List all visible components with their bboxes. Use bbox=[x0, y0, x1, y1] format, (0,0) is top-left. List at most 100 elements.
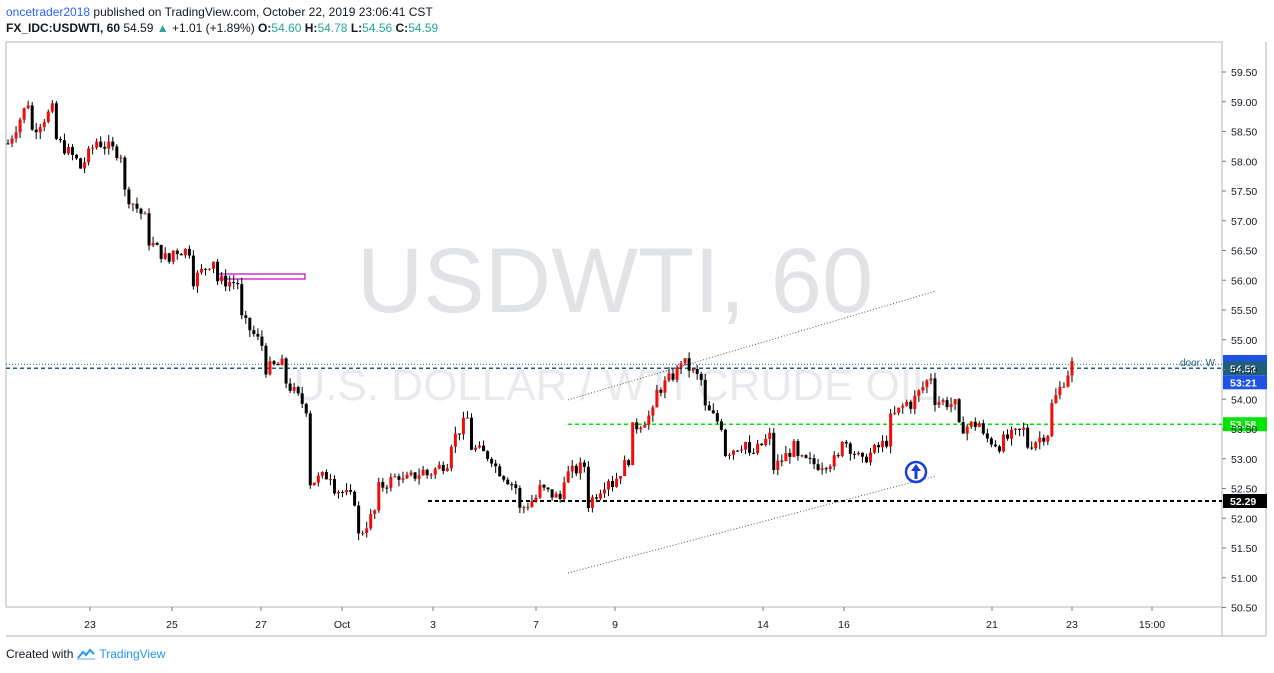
candle-body bbox=[961, 422, 965, 434]
label-support-green: 53.58 bbox=[1230, 419, 1256, 431]
candle-body bbox=[50, 103, 54, 112]
candle-body bbox=[590, 497, 594, 508]
candle-body bbox=[75, 154, 79, 159]
author-link[interactable]: oncetrader2018 bbox=[6, 5, 91, 19]
time-axis[interactable]: 23 25 27 Oct 3 7 9 14 16 21 23 15:00 bbox=[84, 607, 1165, 631]
candle-body bbox=[1022, 427, 1026, 430]
candle-body bbox=[913, 395, 917, 409]
candle-body bbox=[615, 478, 619, 488]
candle-body bbox=[905, 401, 909, 406]
candle-body bbox=[582, 462, 586, 467]
candle-body bbox=[502, 476, 506, 480]
candle-body bbox=[256, 333, 260, 337]
candle-body bbox=[175, 250, 179, 255]
candle-body bbox=[530, 501, 534, 507]
candle-body bbox=[304, 403, 308, 414]
candle-body bbox=[969, 421, 973, 427]
candle-body bbox=[828, 466, 832, 469]
candle-body bbox=[284, 358, 288, 384]
candle-body bbox=[62, 140, 66, 154]
candle-body bbox=[498, 466, 502, 477]
candle-body bbox=[941, 400, 945, 402]
candle-body bbox=[425, 469, 429, 476]
candle-body bbox=[784, 452, 788, 462]
candle-body bbox=[864, 456, 868, 463]
candle-body bbox=[687, 358, 691, 371]
price-tick-label: 55.00 bbox=[1231, 335, 1257, 347]
candle-body bbox=[87, 148, 91, 163]
candle-body bbox=[30, 105, 34, 130]
candle-body bbox=[744, 442, 748, 450]
candle-body bbox=[574, 465, 578, 474]
tradingview-link[interactable]: TradingView bbox=[76, 647, 165, 661]
candle-body bbox=[1001, 434, 1005, 452]
candle-body bbox=[191, 255, 195, 287]
candle-body bbox=[312, 482, 316, 486]
candle-body bbox=[6, 143, 10, 145]
candle-body bbox=[123, 157, 127, 190]
price-tick-label: 52.00 bbox=[1231, 513, 1257, 525]
candle-body bbox=[639, 427, 643, 430]
candle-body bbox=[719, 421, 723, 430]
candle-body bbox=[58, 138, 62, 141]
candle-body bbox=[163, 253, 167, 259]
candle-body bbox=[957, 399, 961, 423]
candle-body bbox=[397, 476, 401, 480]
candle-body bbox=[647, 415, 651, 425]
candle-body bbox=[840, 441, 844, 456]
open-label: O: bbox=[258, 21, 272, 35]
candle-body bbox=[949, 404, 953, 408]
candle-body bbox=[816, 464, 820, 470]
candle-body bbox=[506, 479, 510, 485]
candle-body bbox=[401, 478, 405, 480]
candle-body bbox=[199, 268, 203, 273]
price-tick-label: 53.50 bbox=[1231, 424, 1257, 436]
price-tick-label: 50.50 bbox=[1231, 603, 1257, 615]
candle-body bbox=[292, 387, 296, 391]
change-value: +1.01 (+1.89%) bbox=[171, 21, 255, 35]
candle-body bbox=[421, 469, 425, 476]
candle-body bbox=[143, 213, 147, 215]
candle-body bbox=[449, 446, 453, 469]
time-tick-label: 14 bbox=[757, 619, 769, 631]
candle-body bbox=[860, 452, 864, 457]
candle-body bbox=[824, 468, 828, 470]
candle-body bbox=[465, 417, 469, 419]
candle-body bbox=[735, 450, 739, 452]
candle-body bbox=[578, 462, 582, 474]
candle-body bbox=[893, 412, 897, 414]
candle-body bbox=[933, 378, 937, 405]
candle-body bbox=[220, 275, 224, 282]
candle-body bbox=[433, 468, 437, 475]
candle-body bbox=[602, 489, 606, 494]
candle-body bbox=[1042, 437, 1046, 442]
price-tick-label: 56.50 bbox=[1231, 246, 1257, 258]
price-tick-label: 51.50 bbox=[1231, 543, 1257, 555]
candle-body bbox=[328, 479, 332, 481]
candle-body bbox=[522, 507, 526, 509]
candle-body bbox=[1046, 435, 1050, 442]
candle-body bbox=[332, 479, 336, 494]
candle-body bbox=[897, 407, 901, 413]
candle-body bbox=[236, 283, 240, 285]
price-axis[interactable]: 59.50 59.00 58.50 58.00 57.50 57.00 56.50 56.00… bbox=[1222, 67, 1257, 615]
candle-body bbox=[800, 455, 804, 457]
candle-body bbox=[345, 489, 349, 493]
candle-body bbox=[179, 254, 183, 256]
high-label: H: bbox=[304, 21, 318, 35]
candle-body bbox=[1062, 386, 1066, 388]
candle-body bbox=[820, 468, 824, 470]
candle-body bbox=[852, 453, 856, 455]
chart-frame bbox=[5, 41, 1267, 637]
candle-body bbox=[885, 440, 889, 447]
label-resistance-bg bbox=[1223, 361, 1267, 376]
candle-body bbox=[91, 147, 95, 149]
label-support-green-bg bbox=[1223, 417, 1267, 432]
candle-body bbox=[598, 493, 602, 499]
low-label: L: bbox=[350, 21, 363, 35]
candle-body bbox=[921, 387, 925, 391]
candle-body bbox=[26, 105, 30, 109]
candle-body bbox=[320, 472, 324, 476]
candle-body bbox=[405, 474, 409, 479]
